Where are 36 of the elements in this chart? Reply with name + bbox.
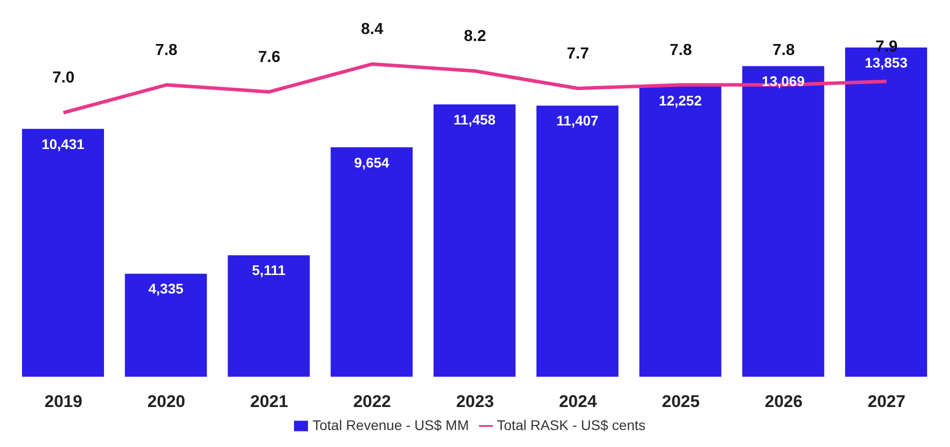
x-tick-label: 2026 — [764, 392, 803, 411]
bar — [434, 104, 516, 377]
bar — [639, 86, 722, 377]
legend-label: Total Revenue - US$ MM — [312, 416, 469, 433]
data-label: 7.6 — [258, 48, 280, 66]
data-label: 9,654 — [354, 154, 390, 170]
data-label: 13,853 — [864, 54, 908, 71]
data-label: 7.9 — [875, 38, 898, 56]
data-label: 7.0 — [52, 70, 75, 87]
data-label: 11,458 — [454, 111, 496, 128]
data-label: 5,111 — [252, 262, 286, 278]
data-label: 8.2 — [464, 28, 486, 45]
legend-label: Total RASK - US$ cents — [496, 416, 646, 433]
x-tick-label: 2027 — [868, 392, 906, 411]
data-label: 10,431 — [42, 136, 85, 152]
x-tick-label: 2019 — [44, 392, 82, 411]
bar — [330, 147, 413, 377]
x-tick-label: 2020 — [147, 392, 186, 411]
x-tick-label: 2021 — [250, 392, 288, 411]
bar — [124, 274, 207, 377]
data-label: 7.8 — [155, 42, 178, 59]
data-label: 7.8 — [670, 42, 692, 59]
data-label: 4,335 — [148, 280, 184, 297]
data-label: 7.8 — [772, 42, 795, 59]
bar — [228, 255, 310, 377]
x-tick-label: 2022 — [353, 392, 392, 411]
x-tick-label: 2025 — [662, 392, 700, 411]
bar — [536, 106, 618, 377]
x-tick-label: 2024 — [558, 392, 598, 411]
bar — [742, 66, 824, 377]
data-label: 8.4 — [360, 21, 384, 38]
x-tick-label: 2023 — [456, 392, 494, 411]
data-label: 7.7 — [566, 45, 590, 62]
bar — [22, 128, 104, 377]
data-label: 11,407 — [556, 112, 599, 129]
data-label: 12,252 — [658, 92, 702, 109]
